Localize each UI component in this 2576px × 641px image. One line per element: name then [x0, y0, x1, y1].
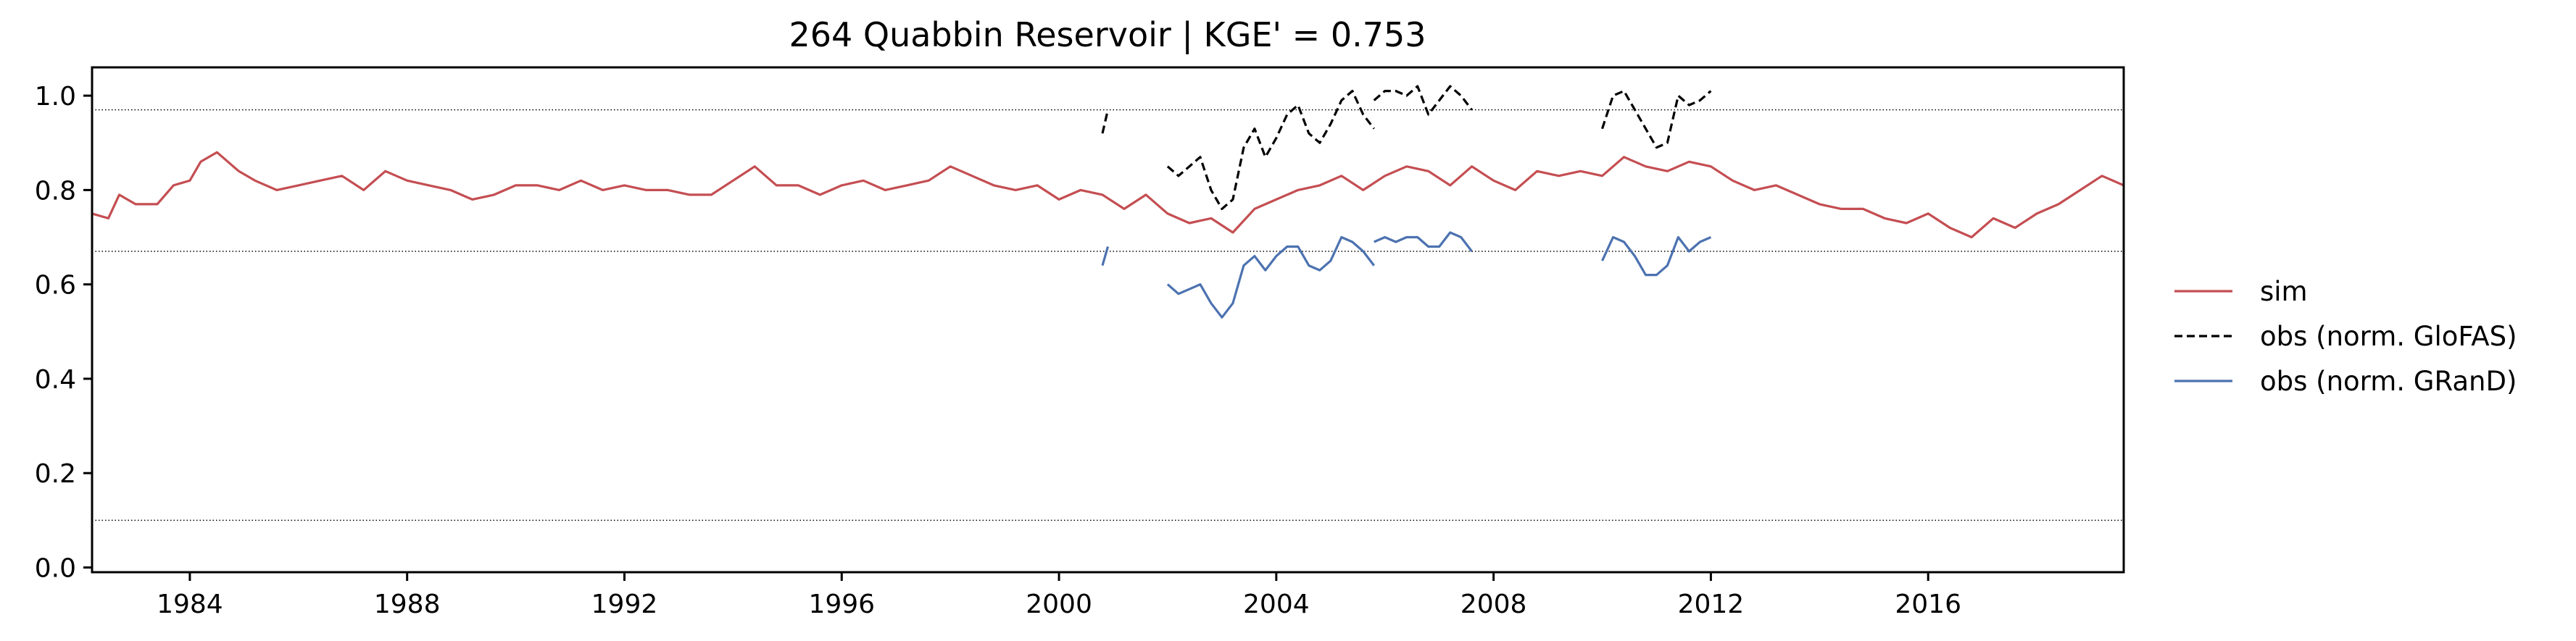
series-line-2-2 — [1374, 231, 1473, 252]
x-tick-label: 2016 — [1895, 590, 1961, 619]
x-tick-label: 2008 — [1461, 590, 1527, 619]
x-tick-label: 2004 — [1243, 590, 1310, 619]
y-tick-label: 1.0 — [35, 82, 76, 112]
series-1 — [1101, 85, 1712, 210]
series-0 — [91, 151, 2124, 239]
chart-title: 264 Quabbin Reservoir | KGE' = 0.753 — [789, 15, 1426, 55]
series-line-1-0 — [1101, 109, 1110, 134]
reference-lines — [92, 109, 2124, 521]
x-tick-label: 1988 — [374, 590, 441, 619]
series-line-2-0 — [1101, 246, 1110, 267]
y-tick-label: 0.0 — [35, 553, 76, 583]
x-tick-label: 1992 — [591, 590, 658, 619]
plot-frame — [91, 66, 2125, 574]
legend-label-1: obs (norm. GloFAS) — [2260, 321, 2517, 352]
y-tick-label: 0.8 — [35, 176, 76, 206]
y-axis: 0.0 0.2 0.4 0.6 0.8 1.0 — [35, 82, 92, 583]
series-line-0-0 — [91, 151, 2124, 239]
legend-label-2: obs (norm. GRanD) — [2260, 366, 2517, 397]
series-line-1-3 — [1600, 90, 1712, 149]
y-tick-label: 0.4 — [35, 365, 76, 395]
series-line-2-3 — [1601, 235, 1712, 277]
series-line-1-2 — [1373, 85, 1473, 116]
series-line-1-1 — [1166, 90, 1375, 210]
series-line-2-1 — [1166, 235, 1375, 319]
series-layer — [91, 85, 2124, 319]
x-tick-label: 2000 — [1026, 590, 1092, 619]
x-axis: 1984 1988 1992 1996 2000 2004 2008 2012 2016 — [157, 572, 1961, 619]
x-tick-label: 1996 — [808, 590, 875, 619]
x-tick-label: 2012 — [1678, 590, 1745, 619]
series-2 — [1101, 231, 1712, 319]
legend: sim obs (norm. GloFAS) obs (norm. GRanD) — [2174, 276, 2517, 397]
y-tick-label: 0.6 — [35, 271, 76, 301]
x-tick-label: 1984 — [157, 590, 223, 619]
legend-label-0: sim — [2260, 276, 2308, 307]
y-tick-label: 0.2 — [35, 459, 76, 489]
